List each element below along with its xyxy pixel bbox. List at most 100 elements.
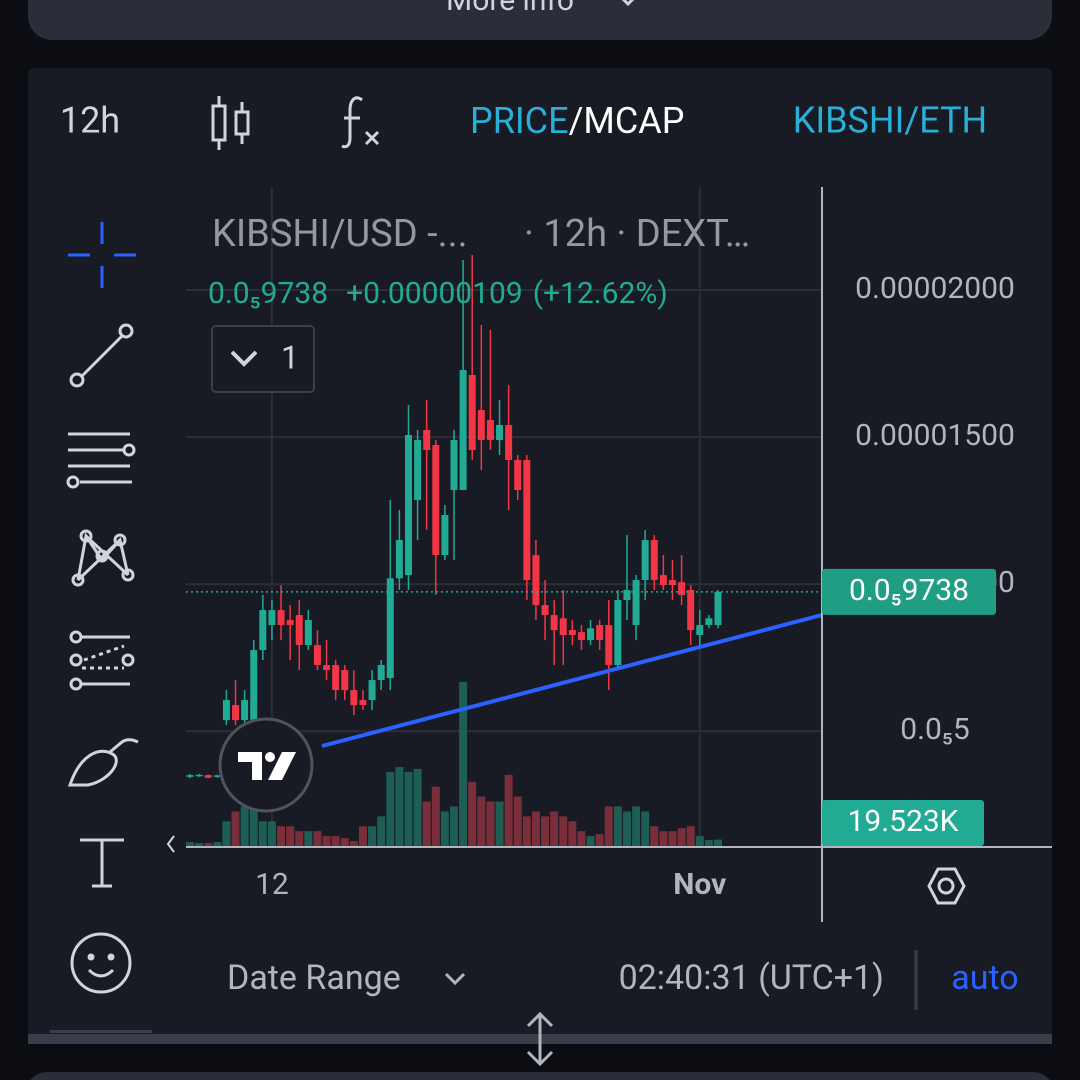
candle-body	[614, 600, 622, 666]
brush-tool[interactable]	[67, 738, 139, 787]
candle-body	[386, 578, 394, 679]
candle-body	[659, 575, 667, 586]
candle-body	[486, 420, 494, 441]
pattern-tool[interactable]	[71, 529, 135, 587]
auto-scale[interactable]: auto	[951, 958, 1018, 998]
more-info[interactable]: More info	[446, 0, 574, 18]
volume-bar	[677, 828, 686, 846]
price-toggle[interactable]: PRICE	[470, 100, 569, 142]
plot	[186, 187, 823, 846]
candle-body	[414, 440, 422, 501]
candle-body	[323, 665, 331, 671]
candle-body	[523, 460, 531, 581]
volume-bar	[522, 816, 531, 846]
candle-body	[304, 620, 312, 646]
volume-bar	[240, 806, 249, 846]
volume-bar	[477, 796, 486, 846]
volume-bar	[377, 816, 386, 846]
ohlc: 0.0₅9738 +0.00000109 (+12.62%)	[208, 276, 668, 311]
candle-body	[687, 590, 695, 631]
volume-bar	[513, 796, 522, 846]
settings-icon[interactable]	[927, 867, 966, 905]
volume-bar	[459, 681, 468, 846]
volume-bar	[395, 766, 404, 846]
prediction-tool[interactable]	[69, 630, 135, 691]
volume-bar	[504, 774, 513, 846]
volume-bar	[595, 834, 604, 846]
candle-body	[259, 610, 267, 651]
last-value: 0.0₅9738	[208, 276, 328, 311]
volume-bar	[368, 826, 377, 846]
candle-body	[313, 645, 321, 666]
pair-toggle[interactable]: KIBSHI/ETH	[793, 100, 987, 142]
volume-bar	[186, 842, 194, 846]
candle-body	[496, 425, 504, 441]
line-tool[interactable]	[69, 323, 134, 388]
volume-bar	[604, 806, 613, 846]
indicator-toggle[interactable]	[211, 325, 315, 393]
chevron	[230, 350, 258, 367]
candle-body	[605, 625, 613, 666]
interval[interactable]: 12h	[60, 100, 120, 142]
crosshair-tool[interactable]	[68, 222, 136, 288]
settings-icon-center	[937, 877, 955, 895]
candle-body	[213, 775, 221, 777]
candle-body	[696, 625, 704, 636]
candle-body	[195, 774, 203, 777]
emoji-tool[interactable]	[70, 932, 132, 994]
y-tick-label: 0.00002000	[855, 271, 1015, 306]
candle-body	[332, 665, 340, 691]
volume-bar	[277, 826, 286, 846]
clock: 02:40:31 (UTC+1)	[619, 958, 884, 998]
candle-body	[395, 540, 403, 579]
volume-bar	[531, 811, 540, 846]
volume-bar	[440, 811, 449, 846]
candle-body	[623, 590, 631, 601]
resize-handle[interactable]	[526, 1011, 554, 1067]
candle-body	[232, 705, 240, 721]
candle-body	[641, 540, 649, 581]
price-tag	[822, 568, 996, 615]
text-tool[interactable]	[80, 838, 124, 888]
info-panel[interactable]	[28, 0, 1052, 40]
candle-body	[341, 670, 349, 691]
candle-body	[477, 410, 485, 441]
next-panel	[30, 1072, 1050, 1080]
volume-bar	[267, 821, 276, 846]
change-pct: (+12.62%)	[533, 276, 668, 311]
candle-body	[441, 515, 449, 556]
volume-bar	[632, 806, 641, 846]
volume-bar	[322, 836, 331, 846]
candle-body	[432, 445, 440, 556]
x-tick-label: 12	[255, 867, 289, 902]
candle-icon[interactable]	[211, 96, 250, 150]
volume-bar	[622, 811, 631, 846]
volume-bar	[659, 831, 668, 846]
volume-bar	[304, 831, 313, 846]
volume-bar	[695, 836, 704, 846]
indicator-icon[interactable]	[341, 96, 380, 149]
change: +0.00000109	[346, 276, 523, 311]
price-mcap[interactable]: PRICE/MCAP	[470, 100, 685, 142]
date-range[interactable]: Date Range	[227, 958, 401, 998]
volume-bar	[704, 840, 713, 846]
candle-body	[423, 430, 431, 451]
candle-body	[286, 620, 294, 626]
volume-bar	[686, 826, 695, 846]
chevron	[621, 0, 635, 7]
candle-body	[668, 580, 676, 586]
volume-bar	[404, 771, 413, 846]
candle-body	[678, 582, 686, 596]
scroll-left[interactable]	[166, 835, 175, 853]
candle-body	[250, 650, 258, 721]
logo-mark	[238, 752, 296, 780]
volume-bar	[641, 811, 650, 846]
volume-bar	[331, 836, 340, 846]
mcap-toggle[interactable]: /MCAP	[569, 100, 685, 142]
fib-tool[interactable]	[66, 432, 136, 489]
volume-bar	[349, 841, 358, 846]
candle-body	[650, 540, 658, 581]
volume-bar	[249, 796, 258, 846]
